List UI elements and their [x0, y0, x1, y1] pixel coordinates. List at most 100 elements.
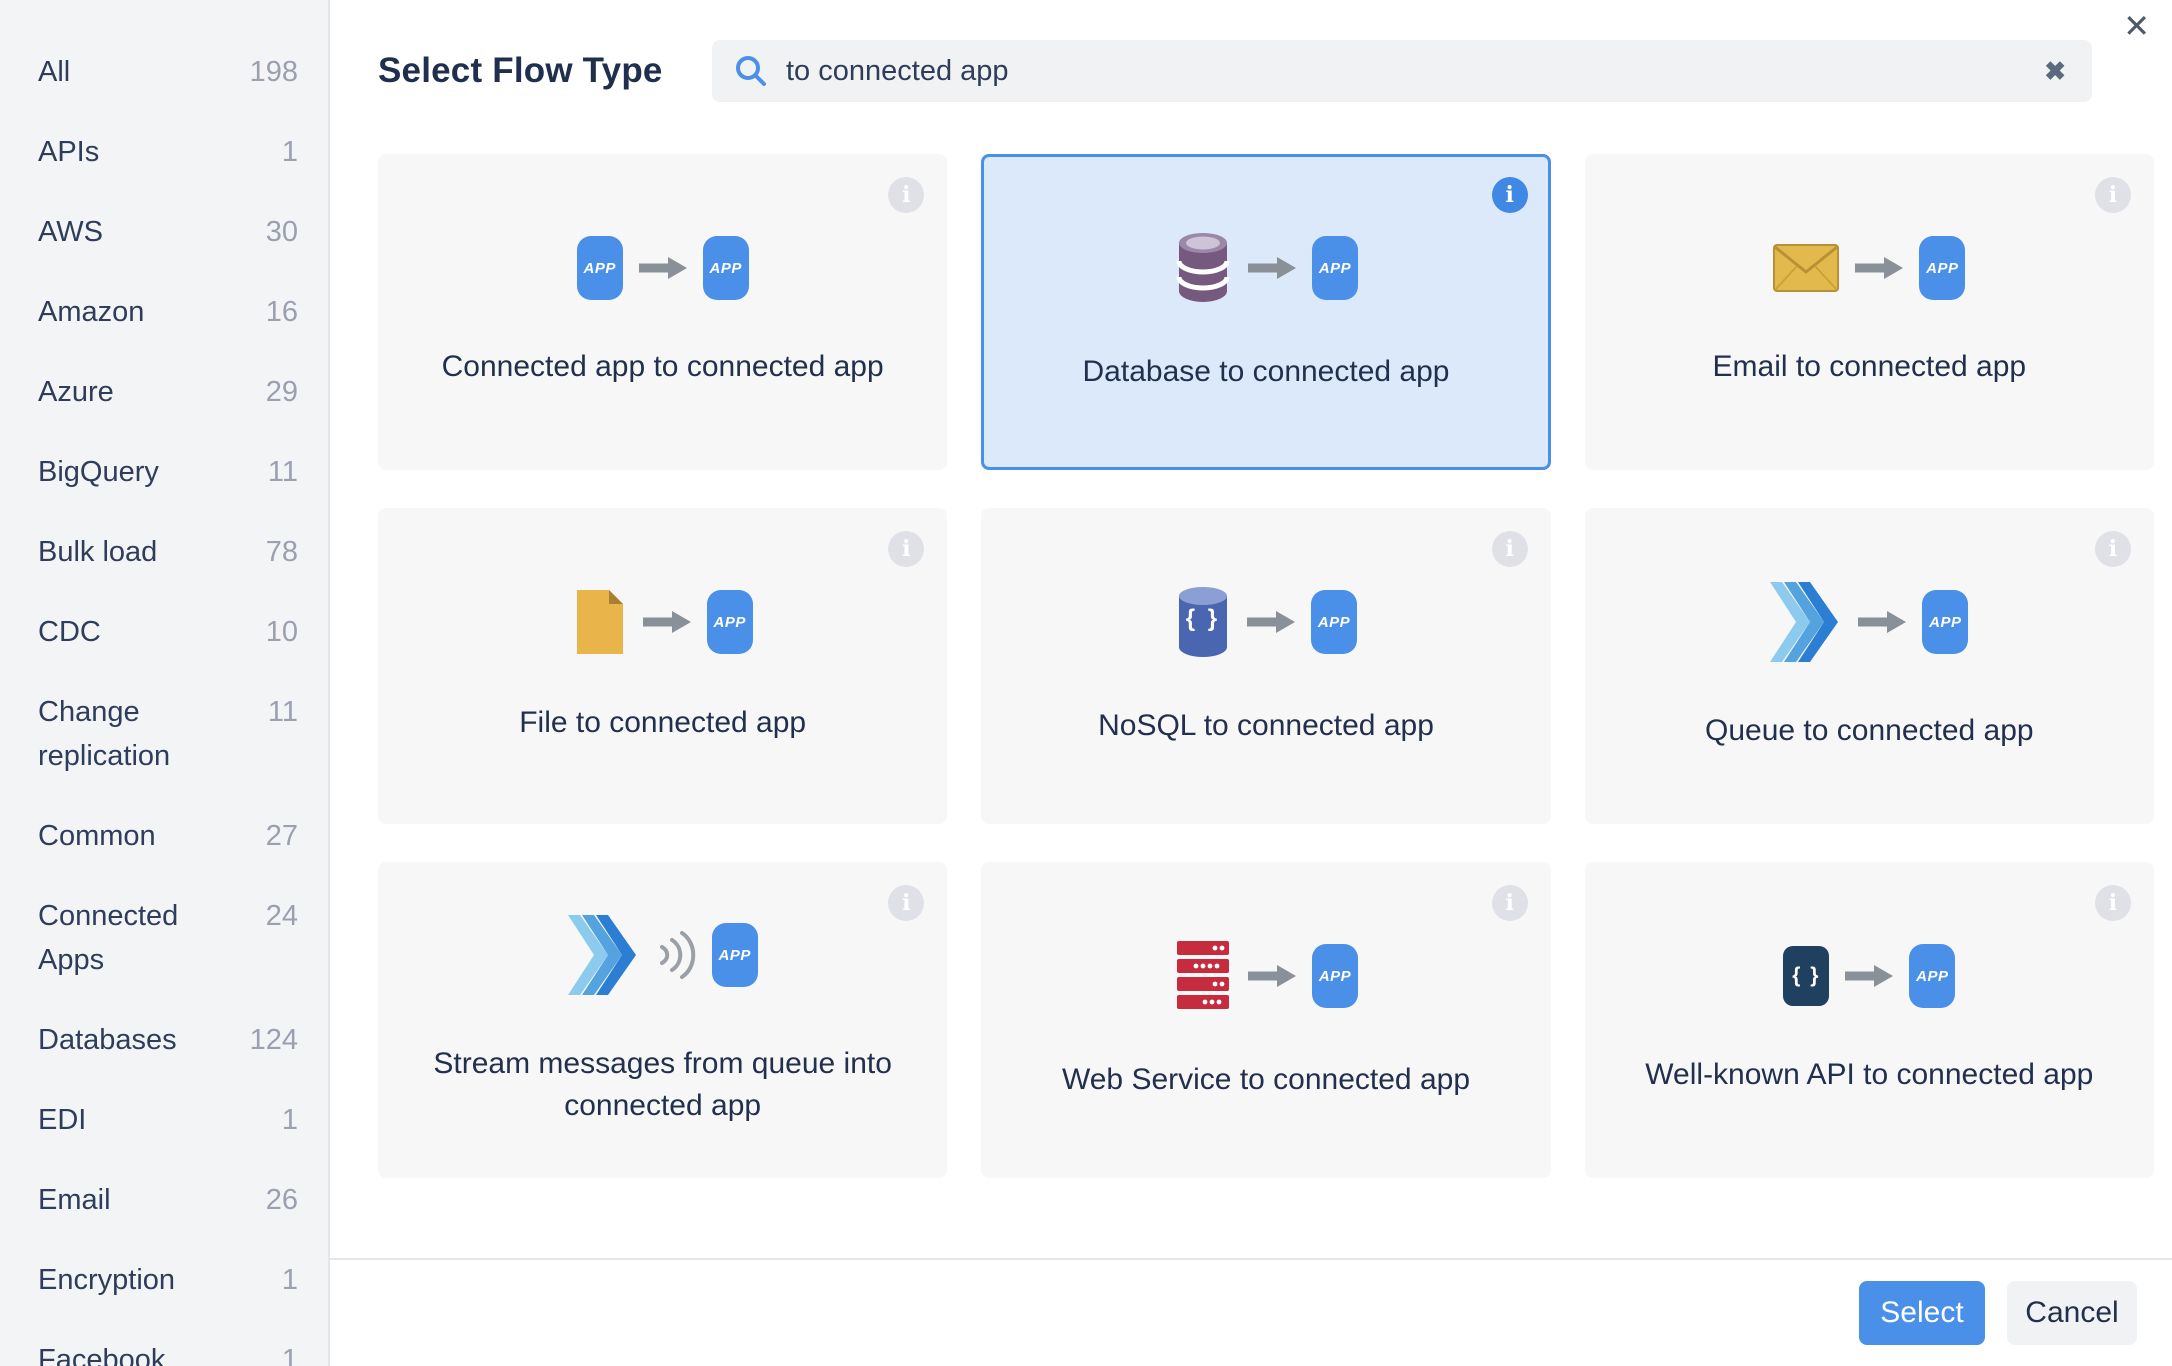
search-input[interactable]	[786, 54, 2041, 88]
sidebar-item-label: EDI	[38, 1104, 87, 1136]
dialog-footer: Select Cancel	[330, 1258, 2172, 1366]
sidebar-item-bigquery[interactable]: BigQuery 11	[38, 450, 298, 494]
info-icon[interactable]: i	[2094, 531, 2131, 567]
sidebar-item-label: Email	[38, 1184, 111, 1216]
api-braces-icon: { }	[1783, 946, 1830, 1006]
stream-waves-icon	[659, 931, 695, 979]
connected-app-icon: APP	[702, 236, 749, 300]
sidebar-item-label: Azure	[38, 376, 114, 408]
sidebar-item-aws[interactable]: AWS 30	[38, 210, 298, 254]
flow-card-label: Stream messages from queue into connecte…	[433, 1047, 892, 1122]
flow-card-database-to-connected-app[interactable]: i APP Database to connected app	[981, 154, 1551, 470]
flow-card-label: NoSQL to connected app	[1098, 709, 1434, 742]
sidebar-item-label: BigQuery	[38, 456, 159, 488]
flow-icon-group: APP	[1770, 580, 1969, 664]
flow-card-label: File to connected app	[519, 706, 807, 739]
flow-card-nosql-to-connected-app[interactable]: i { } APP NoSQL to connected app	[981, 508, 1551, 824]
sidebar-item-count: 1	[281, 1104, 298, 1136]
sidebar-item-label: APIs	[38, 136, 100, 168]
sidebar-item-databases[interactable]: Databases 124	[38, 1018, 298, 1062]
clear-search-icon[interactable]: ✖	[2044, 55, 2066, 86]
sidebar-item-count: 78	[265, 536, 298, 568]
connected-app-icon: APP	[1909, 944, 1956, 1008]
sidebar-item-all[interactable]: All 198	[38, 50, 298, 94]
sidebar-item-count: 124	[249, 1024, 298, 1056]
sidebar-item-bulk-load[interactable]: Bulk load 78	[38, 530, 298, 574]
close-icon[interactable]: ✕	[2123, 8, 2150, 44]
sidebar-item-edi[interactable]: EDI 1	[38, 1098, 298, 1142]
sidebar-item-label: Connected Apps	[38, 900, 179, 976]
sidebar-item-count: 30	[265, 216, 298, 248]
sidebar-item-connected-apps[interactable]: Connected Apps 24	[38, 894, 298, 982]
info-icon[interactable]: i	[1491, 531, 1528, 567]
arrow-icon	[1246, 611, 1295, 633]
sidebar-item-label: CDC	[38, 616, 101, 648]
arrow-icon	[638, 257, 687, 279]
arrow-icon	[1858, 611, 1907, 633]
select-button[interactable]: Select	[1859, 1281, 1985, 1345]
connected-app-icon: APP	[1919, 236, 1966, 300]
sidebar-item-label: Amazon	[38, 296, 145, 328]
sidebar-item-count: 10	[265, 616, 298, 648]
connected-app-icon: APP	[1311, 236, 1358, 300]
arrow-icon	[1845, 965, 1894, 987]
info-icon[interactable]: i	[888, 885, 925, 921]
sidebar-item-common[interactable]: Common 27	[38, 814, 298, 858]
connected-app-icon: APP	[706, 590, 753, 654]
flow-card-well-known-api-to-connected-app[interactable]: i { } APP Well-known API to connected ap…	[1584, 862, 2154, 1178]
flow-card-web-service-to-connected-app[interactable]: i APP Web Service to connected app	[981, 862, 1551, 1178]
sidebar-item-facebook[interactable]: Facebook 1	[38, 1338, 298, 1366]
flow-icon-group: APP	[1773, 236, 1966, 300]
info-icon[interactable]: i	[888, 177, 925, 213]
database-icon	[1176, 233, 1230, 302]
sidebar-item-label: Common	[38, 820, 156, 852]
sidebar-item-count: 24	[265, 900, 298, 932]
info-icon[interactable]: i	[888, 531, 925, 567]
flow-card-connected-app-to-connected-app[interactable]: i APP APP Connected app to connected app	[378, 154, 948, 470]
info-icon[interactable]: i	[2094, 177, 2131, 213]
info-icon[interactable]: i	[1491, 885, 1528, 921]
arrow-icon	[642, 611, 691, 633]
sidebar-item-apis[interactable]: APIs 1	[38, 130, 298, 174]
sidebar-item-count: 1	[281, 136, 298, 168]
flow-card-label: Connected app to connected app	[441, 350, 884, 383]
sidebar-item-count: 27	[265, 820, 298, 852]
flow-card-email-to-connected-app[interactable]: i APP Email to connected app	[1584, 154, 2154, 470]
sidebar-item-count: 29	[265, 376, 298, 408]
nosql-icon: { }	[1175, 585, 1231, 659]
flow-search-box[interactable]: ✖	[712, 40, 2092, 102]
sidebar-item-email[interactable]: Email 26	[38, 1178, 298, 1222]
connected-app-icon: APP	[1311, 944, 1358, 1008]
arrow-icon	[1247, 257, 1296, 279]
flow-card-queue-to-connected-app[interactable]: i APP Queue to connected app	[1584, 508, 2154, 824]
info-icon[interactable]: i	[1491, 177, 1528, 213]
flow-icon-group: APP	[1174, 939, 1358, 1013]
sidebar-item-azure[interactable]: Azure 29	[38, 370, 298, 414]
queue-icon	[567, 915, 636, 995]
cancel-button[interactable]: Cancel	[2007, 1281, 2137, 1345]
flow-icon-group: { } APP	[1175, 585, 1357, 659]
flow-card-label: Email to connected app	[1712, 350, 2027, 383]
file-icon	[576, 590, 623, 654]
connected-app-icon: APP	[711, 923, 758, 987]
flow-icon-group: APP APP	[576, 236, 749, 300]
web-service-icon	[1176, 941, 1229, 1009]
sidebar-item-label: Facebook	[38, 1344, 166, 1366]
flow-icon-group: APP	[573, 588, 753, 656]
flow-card-file-to-connected-app[interactable]: i APP File to connected app	[378, 508, 948, 824]
sidebar-item-count: 1	[281, 1344, 298, 1366]
sidebar-item-amazon[interactable]: Amazon 16	[38, 290, 298, 334]
sidebar-item-encryption[interactable]: Encryption 1	[38, 1258, 298, 1302]
flow-card-label: Database to connected app	[1082, 355, 1450, 388]
flow-icon-group: APP	[567, 913, 758, 997]
search-icon	[736, 56, 766, 86]
sidebar-item-change-replication[interactable]: Change replication 11	[38, 690, 298, 778]
sidebar-item-label: Bulk load	[38, 536, 158, 568]
flow-card-stream-queue-to-connected-app[interactable]: i APP Stream messages from queue into co…	[378, 862, 948, 1178]
connected-app-icon: APP	[1922, 590, 1969, 654]
sidebar-item-cdc[interactable]: CDC 10	[38, 610, 298, 654]
sidebar-item-count: 16	[265, 296, 298, 328]
sidebar-item-count: 198	[249, 56, 298, 88]
email-icon	[1773, 244, 1840, 292]
info-icon[interactable]: i	[2094, 885, 2131, 921]
